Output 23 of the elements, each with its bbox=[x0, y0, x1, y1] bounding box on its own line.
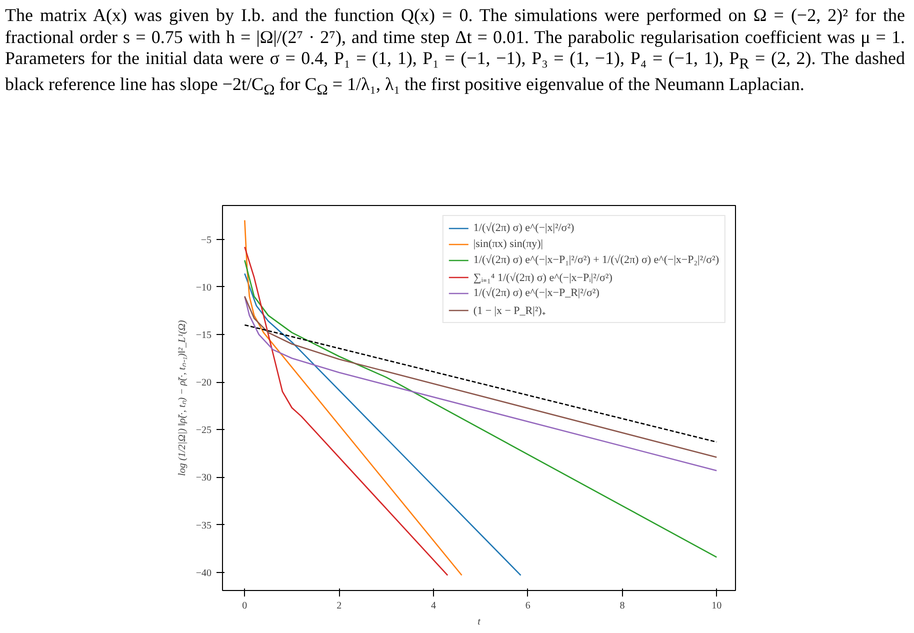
y-tick-label: −25 bbox=[196, 425, 212, 436]
legend-label: 1/(√(2π) σ) e^(−|x−P₁|²/σ²) + 1/(√(2π) σ) e^(−|x−P₂|²/σ²) bbox=[473, 254, 719, 266]
x-axis-title: t bbox=[478, 616, 481, 628]
x-tick-label: 0 bbox=[242, 600, 248, 612]
legend-label: 1/(√(2π) σ) e^(−|x|²/σ²) bbox=[473, 222, 574, 234]
y-axis-title: log (1/2|Ω|) ‖ρ̃(·, tₙ) − ρ̃(·, tₙ₋₁)‖²_L¹(Ω) bbox=[176, 319, 188, 476]
y-tick-label: −15 bbox=[196, 330, 212, 341]
x-tick-label: 10 bbox=[712, 600, 722, 612]
text: The matrix A(x) was given by I.b. and the function Q(x) = 0. The simulations were performed on Ω = (−2, 2)² for the fractional order s = 0.75 with h = |Ω|/(2⁷ · 2⁷), and time step Δt = 0.01. The parabolic regularisation coefficient was μ = 1. Parameters for the initial data were σ = 0.4, P₁ = (1, 1), P₁ = (−1, −1), P₃ = (1, −1), P₄ = (−1, 1), P$_{R}$ = (2, 2). The dashed black reference line has slope −2t/C$_{Ω}$ for C$_{Ω}$ = 1/λ₁, λ₁ the first positive eigenvalue of the Neumann Laplacian. bbox=[5, 5, 905, 98]
y-tick-label: −35 bbox=[196, 520, 212, 532]
x-tick-label: 6 bbox=[525, 600, 530, 612]
y-tick-label: −5 bbox=[200, 234, 212, 246]
y-tick-label: −20 bbox=[196, 378, 212, 389]
legend-label: |sin(πx) sin(πy)| bbox=[473, 238, 543, 250]
x-tick-label: 2 bbox=[336, 600, 342, 612]
y-tick-label: −40 bbox=[196, 568, 212, 579]
y-tick-label: −10 bbox=[196, 282, 212, 294]
x-tick-label: 8 bbox=[620, 600, 625, 612]
legend-label: ∑ᵢ₌₁⁴ 1/(√(2π) σ) e^(−|x−Pᵢ|²/σ²) bbox=[473, 271, 612, 284]
legend-label: 1/(√(2π) σ) e^(−|x−P_R|²/σ²) bbox=[473, 287, 600, 299]
y-tick-label: −30 bbox=[196, 472, 212, 484]
x-tick-label: 4 bbox=[430, 600, 436, 612]
legend-label: (1 − |x − P_R|²)₊ bbox=[473, 304, 546, 317]
